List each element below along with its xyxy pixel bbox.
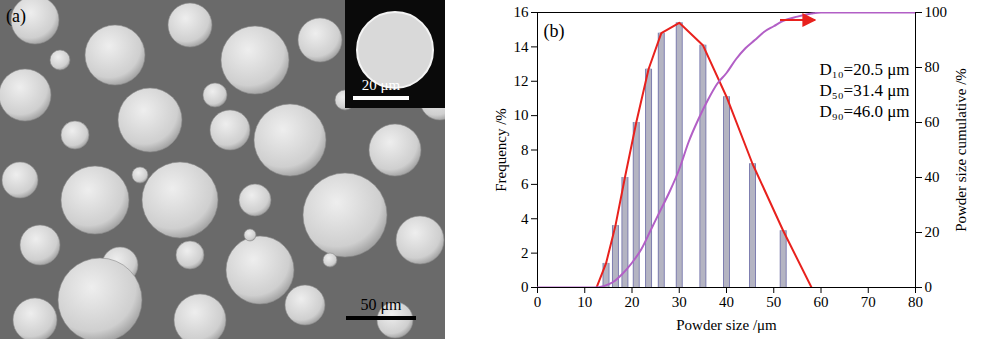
svg-text:D₅₀=31.4 μm: D₅₀=31.4 μm bbox=[819, 81, 909, 100]
svg-text:(a): (a) bbox=[6, 6, 26, 27]
svg-text:D₁₀=20.5 μm: D₁₀=20.5 μm bbox=[819, 60, 909, 79]
svg-text:70: 70 bbox=[861, 294, 876, 310]
svg-text:80: 80 bbox=[908, 294, 923, 310]
svg-text:20: 20 bbox=[925, 224, 940, 240]
svg-text:12: 12 bbox=[514, 73, 529, 89]
svg-text:4: 4 bbox=[521, 211, 529, 227]
svg-text:50 μm: 50 μm bbox=[360, 296, 402, 314]
svg-text:8: 8 bbox=[521, 142, 529, 158]
svg-text:20 μm: 20 μm bbox=[362, 77, 401, 93]
svg-text:10: 10 bbox=[577, 294, 592, 310]
svg-text:Powder size cumulative /%: Powder size cumulative /% bbox=[953, 68, 969, 232]
svg-text:0: 0 bbox=[534, 294, 542, 310]
svg-text:D₉₀=46.0 μm: D₉₀=46.0 μm bbox=[819, 102, 909, 121]
svg-text:30: 30 bbox=[672, 294, 687, 310]
svg-text:(b): (b) bbox=[544, 21, 565, 42]
svg-text:0: 0 bbox=[521, 279, 529, 295]
svg-text:16: 16 bbox=[514, 4, 530, 20]
svg-text:100: 100 bbox=[925, 4, 948, 20]
svg-text:60: 60 bbox=[925, 114, 940, 130]
svg-text:40: 40 bbox=[719, 294, 734, 310]
svg-text:Frequency /%: Frequency /% bbox=[493, 108, 509, 192]
svg-text:Powder size /μm: Powder size /μm bbox=[676, 317, 777, 333]
svg-text:2: 2 bbox=[521, 245, 529, 261]
svg-text:14: 14 bbox=[514, 39, 530, 55]
svg-text:80: 80 bbox=[925, 59, 940, 75]
svg-text:0: 0 bbox=[925, 279, 933, 295]
svg-text:60: 60 bbox=[814, 294, 829, 310]
svg-text:20: 20 bbox=[625, 294, 640, 310]
svg-text:6: 6 bbox=[521, 176, 529, 192]
svg-text:50: 50 bbox=[766, 294, 781, 310]
svg-text:40: 40 bbox=[925, 169, 940, 185]
svg-text:10: 10 bbox=[514, 107, 529, 123]
